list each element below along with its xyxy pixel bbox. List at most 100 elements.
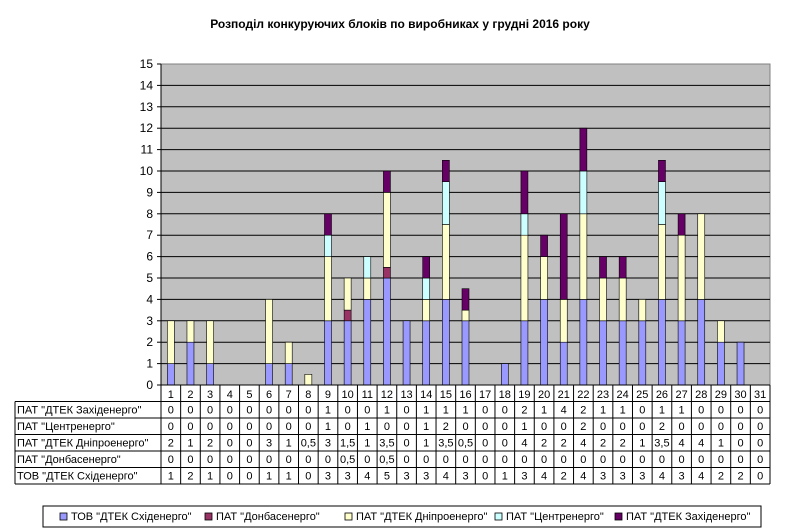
category-label: 9 <box>325 389 331 401</box>
legend-swatch <box>59 512 68 521</box>
table-cell: 3 <box>325 471 331 483</box>
bar-segment <box>658 224 666 300</box>
bar-segment <box>461 320 470 386</box>
table-cell: 1 <box>207 471 213 483</box>
table-cell: 0 <box>187 454 193 466</box>
category-label: 20 <box>538 389 550 401</box>
table-cell: 3,5 <box>379 438 394 450</box>
bar-segment <box>383 277 391 386</box>
table-cell: 3 <box>521 471 527 483</box>
bar-segment <box>697 299 706 386</box>
table-cell: 4 <box>541 471 547 483</box>
table-cell: 0 <box>698 454 704 466</box>
category-label: 1 <box>168 389 174 401</box>
bar-segment <box>500 363 509 386</box>
table-cell: 0 <box>227 454 233 466</box>
category-label: 6 <box>266 389 272 401</box>
table-cell: 0,5 <box>340 454 355 466</box>
table-cell: 1 <box>600 405 606 417</box>
table-cell: 0,5 <box>458 438 473 450</box>
y-tick-label: 3 <box>146 314 153 328</box>
table-cell: 2 <box>187 471 193 483</box>
table-cell: 0 <box>620 421 626 433</box>
bar-segment <box>618 256 627 279</box>
bar-segment <box>579 299 588 386</box>
table-cell: 0 <box>482 471 488 483</box>
table-row-label: ПАТ "Донбасенерго" <box>17 454 121 466</box>
bar-segment <box>677 320 686 386</box>
table-row-label: ТОВ "ДТЕК Східенерго" <box>17 471 138 483</box>
table-cell: 0 <box>541 454 547 466</box>
bar-segment <box>422 320 431 386</box>
bar-segment <box>618 277 627 322</box>
legend-item: ПАТ "Донбасенерго" <box>216 511 320 523</box>
table-cell: 3 <box>423 471 429 483</box>
y-tick-label: 12 <box>140 121 154 135</box>
bar-segment <box>324 234 332 257</box>
table-cell: 1 <box>541 405 547 417</box>
table-cell: 0 <box>639 405 645 417</box>
bar-segment <box>167 320 175 364</box>
table-cell: 0 <box>679 454 685 466</box>
y-tick-label: 14 <box>140 78 154 92</box>
table-row-label: ПАТ "ДТЕК Західенерго" <box>17 405 141 417</box>
bar-segment <box>658 181 666 225</box>
table-cell: 0 <box>227 405 233 417</box>
table-cell: 0 <box>168 405 174 417</box>
table-cell: 0 <box>207 405 213 417</box>
bar-segment <box>383 266 391 279</box>
bar-segment <box>579 170 588 215</box>
bar-segment <box>579 127 588 172</box>
table-cell: 3 <box>600 471 606 483</box>
category-label: 7 <box>286 389 292 401</box>
table-cell: 0,5 <box>301 438 316 450</box>
table-cell: 0 <box>246 421 252 433</box>
table-cell: 0 <box>698 421 704 433</box>
table-cell: 0 <box>718 405 724 417</box>
category-label: 3 <box>207 389 213 401</box>
table-cell: 4 <box>659 471 665 483</box>
table-cell: 0 <box>482 421 488 433</box>
table-cell: 2 <box>718 471 724 483</box>
table-cell: 0 <box>541 421 547 433</box>
table-cell: 1 <box>423 438 429 450</box>
table-cell: 3,5 <box>438 438 453 450</box>
category-label: 23 <box>597 389 609 401</box>
table-cell: 0 <box>462 454 468 466</box>
table-cell: 0 <box>305 421 311 433</box>
table-cell: 0 <box>482 405 488 417</box>
legend-item: ПАТ "ДТЕК Західенерго" <box>626 511 750 523</box>
bar-segment <box>461 288 470 311</box>
table-cell: 0 <box>757 421 763 433</box>
table-cell: 0 <box>580 454 586 466</box>
bar-segment <box>559 299 568 343</box>
table-cell: 0 <box>482 438 488 450</box>
table-cell: 0 <box>757 405 763 417</box>
table-cell: 0 <box>266 454 272 466</box>
table-cell: 2 <box>521 405 527 417</box>
table-cell: 0 <box>718 421 724 433</box>
table-cell: 4 <box>561 405 567 417</box>
table-cell: 3,5 <box>654 438 669 450</box>
table-cell: 0 <box>698 405 704 417</box>
legend: ТОВ "ДТЕК Східенерго" ПАТ "Донбасенерго" П… <box>42 505 762 528</box>
bar-segment <box>363 256 372 279</box>
table-cell: 0 <box>246 438 252 450</box>
table-cell: 0 <box>423 454 429 466</box>
bar-segment <box>540 234 548 257</box>
table-cell: 0 <box>502 438 508 450</box>
table-cell: 1 <box>639 438 645 450</box>
bar-segment <box>559 341 568 386</box>
bar-segment <box>599 320 607 386</box>
table-cell: 0 <box>345 405 351 417</box>
bar-segment <box>599 277 607 322</box>
legend-swatch <box>204 512 213 521</box>
y-tick-label: 10 <box>140 164 154 178</box>
bar-segment <box>697 213 706 300</box>
table-cell: 4 <box>698 471 704 483</box>
category-label: 24 <box>617 389 629 401</box>
table-cell: 3 <box>404 471 410 483</box>
table-cell: 0 <box>168 421 174 433</box>
table-cell: 0 <box>737 405 743 417</box>
bar-segment <box>599 256 607 279</box>
